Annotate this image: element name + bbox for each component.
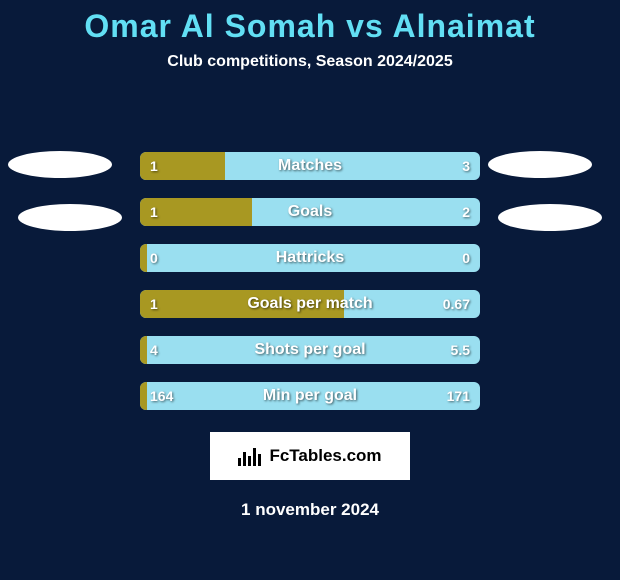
date: 1 november 2024 — [0, 500, 620, 520]
stat-bar: 0Hattricks0 — [140, 244, 480, 272]
chart-area: 1Matches3 1Goals2 0Hattricks0 1Goals per ma… — [0, 28, 620, 580]
stat-label: Matches — [140, 152, 480, 180]
stat-bar: 1Goals per match0.67 — [140, 290, 480, 318]
stat-bar: 1Matches3 — [140, 152, 480, 180]
barchart-icon — [238, 446, 263, 466]
stat-right-value: 171 — [447, 382, 470, 410]
stat-right-value: 3 — [462, 152, 470, 180]
stat-bar: 164Min per goal171 — [140, 382, 480, 410]
stat-label: Goals — [140, 198, 480, 226]
stat-bar: 1Goals2 — [140, 198, 480, 226]
flag-right-top — [488, 151, 592, 178]
stat-label: Hattricks — [140, 244, 480, 272]
flag-left-top — [8, 151, 112, 178]
flag-left-mid — [18, 204, 122, 231]
stat-label: Shots per goal — [140, 336, 480, 364]
stat-bar: 4Shots per goal5.5 — [140, 336, 480, 364]
flag-right-mid — [498, 204, 602, 231]
stat-right-value: 2 — [462, 198, 470, 226]
stat-right-value: 5.5 — [451, 336, 470, 364]
comparison-card: Omar Al Somah vs Alnaimat Club competiti… — [0, 0, 620, 580]
stat-label: Goals per match — [140, 290, 480, 318]
stat-right-value: 0.67 — [443, 290, 470, 318]
stat-label: Min per goal — [140, 382, 480, 410]
logo-box: FcTables.com — [210, 432, 410, 480]
stat-right-value: 0 — [462, 244, 470, 272]
bars-container: 1Matches3 1Goals2 0Hattricks0 1Goals per ma… — [140, 152, 480, 428]
logo-text: FcTables.com — [269, 446, 381, 466]
